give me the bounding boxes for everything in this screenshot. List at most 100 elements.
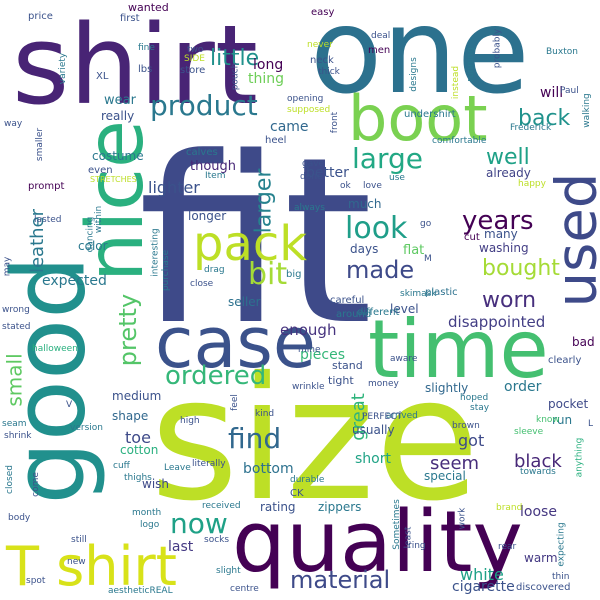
word-never: never: [307, 40, 333, 50]
word-pocket: pocket: [548, 397, 589, 411]
word-always: always: [294, 203, 325, 213]
word-around: around: [336, 309, 372, 320]
word-brand: brand: [496, 503, 523, 513]
word-money: money: [368, 379, 399, 389]
word-got: got: [458, 431, 485, 450]
word-price: price: [28, 11, 53, 22]
word-two: two: [187, 45, 204, 55]
word-probably: probably: [492, 28, 503, 69]
word-shape: shape: [112, 409, 149, 423]
word-slightly: slightly: [425, 381, 469, 395]
word-pretty: pretty: [114, 293, 143, 367]
word-run: run: [552, 413, 573, 427]
word-opening: opening: [287, 94, 324, 104]
word-first: first: [120, 13, 140, 24]
word-arrived: arrived: [386, 411, 418, 421]
word-seller: seller: [228, 295, 261, 309]
word-even: even: [88, 165, 113, 176]
word-ok: ok: [340, 181, 351, 191]
word-leave: Leave: [164, 463, 191, 473]
word-seam: seam: [2, 419, 27, 429]
word-cuff: cuff: [113, 461, 130, 471]
word-purchase: purchase: [161, 249, 172, 292]
word-prompt: prompt: [28, 181, 65, 192]
word-wish: wish: [142, 477, 170, 491]
word-happy: happy: [518, 179, 546, 189]
word-work: work: [457, 507, 468, 530]
word-time: time: [368, 303, 549, 396]
word-spot: spot: [26, 576, 46, 586]
word-well: well: [486, 145, 530, 170]
word-boot: boot: [348, 82, 488, 155]
word-shirt: shirt: [12, 1, 258, 129]
word-ordered: ordered: [165, 361, 267, 391]
word-plastic: plastic: [425, 287, 458, 298]
word-undershirt: undershirt: [404, 109, 456, 120]
word-back: back: [518, 106, 571, 131]
word-bit: bit: [248, 257, 288, 292]
word-product: product: [150, 89, 258, 122]
word-flat: flat: [403, 243, 425, 258]
word-came: came: [270, 119, 309, 135]
word-stretches: STRETCHES: [90, 175, 137, 184]
word-stand: stand: [332, 359, 363, 372]
word-rear: rear: [498, 542, 517, 552]
word-running: running: [465, 47, 476, 82]
word-way: way: [4, 119, 23, 129]
word-fine: fine: [138, 43, 155, 53]
word-nice: nice: [70, 120, 161, 282]
word-wear: wear: [104, 93, 136, 108]
word-pack: pack: [193, 216, 308, 272]
word-one: one: [310, 0, 530, 120]
word-larger: larger: [251, 168, 277, 234]
word-paul: Paul: [560, 86, 579, 96]
word-lighter: lighter: [148, 178, 200, 197]
word-black: black: [514, 451, 562, 472]
word-slight: slight: [216, 566, 241, 576]
word-socks: socks: [204, 535, 230, 545]
word-aestheticreal: aestheticREAL: [108, 586, 173, 596]
word-frederick: Frederick: [510, 123, 552, 133]
word-color: color: [78, 239, 108, 253]
word-clearly: clearly: [548, 355, 582, 366]
word-neck: neck: [310, 55, 334, 66]
word-new: new: [67, 557, 86, 567]
word-thick: thick: [318, 67, 340, 77]
word-perfect: PERFECT: [362, 412, 403, 422]
word-rating: rating: [260, 500, 296, 514]
word-variety: variety: [58, 52, 69, 85]
word-years: years: [462, 206, 534, 236]
word-find: find: [228, 422, 282, 455]
word-really: really: [101, 109, 135, 123]
word-ck: CK: [290, 488, 304, 499]
word-sometimes: Sometimes: [391, 499, 402, 550]
word-worn: worn: [482, 288, 537, 313]
word-comfortable: comfortable: [432, 136, 487, 146]
word-special: special: [424, 469, 466, 483]
word-cigarette: cigarette: [452, 579, 515, 595]
word-mine: mine: [298, 345, 321, 355]
word-brown: brown: [452, 421, 480, 431]
word-anything: anything: [574, 437, 585, 478]
word-look: look: [345, 211, 408, 246]
word-thighs: thighs: [124, 473, 152, 483]
word-made: made: [346, 256, 415, 284]
word-level: level: [390, 302, 419, 316]
word-wrong: wrong: [2, 305, 30, 315]
word-large: large: [352, 142, 423, 175]
word-big: big: [286, 269, 302, 280]
word-longer: longer: [188, 209, 227, 223]
word-thin: thin: [552, 572, 570, 582]
word-small: small: [2, 353, 27, 407]
word-store: store: [180, 65, 206, 76]
word-quality: quality: [232, 493, 523, 592]
word-sleeve: sleeve: [514, 427, 544, 437]
word-lasted: lasted: [34, 215, 62, 225]
word-days: days: [350, 242, 379, 256]
word-different: different: [357, 307, 400, 318]
word-shrink: shrink: [4, 431, 32, 441]
word-bought: bought: [482, 256, 560, 281]
word-though: though: [190, 159, 237, 174]
word-calves: calves: [186, 147, 218, 158]
